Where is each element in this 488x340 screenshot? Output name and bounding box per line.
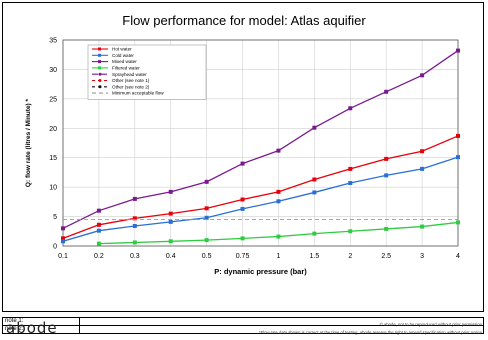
data-point (456, 155, 460, 160)
x-axis-label: P: dynamic pressure (bar) (214, 267, 307, 276)
data-point (456, 220, 460, 225)
data-point (456, 133, 460, 138)
data-point (168, 239, 173, 244)
data-point (384, 226, 389, 231)
data-point (276, 234, 281, 239)
data-point (240, 236, 245, 241)
x-tick-label: 3 (420, 253, 424, 260)
data-point (348, 166, 353, 171)
data-point (96, 208, 101, 213)
x-tick-label: 0.2 (94, 253, 104, 260)
data-point (276, 148, 281, 153)
data-point (61, 239, 65, 244)
data-point (61, 236, 65, 241)
legend-label: Mixed water (112, 59, 137, 64)
data-point (168, 211, 173, 216)
legend-marker (98, 60, 101, 64)
data-point (384, 173, 389, 178)
x-tick-label: 2 (348, 253, 352, 260)
data-point (348, 229, 353, 234)
legend-label: Minimum acceptable flow (112, 91, 164, 96)
data-point (312, 231, 317, 236)
y-axis-label: Q: flow rate (litres / Minute) * (25, 98, 32, 187)
data-point (312, 177, 317, 182)
y-tick-label: 20 (49, 126, 57, 133)
abode-logo: abode (6, 319, 58, 337)
data-point (168, 189, 173, 194)
legend-label: Sprayhead water (112, 72, 147, 77)
x-tick-label: 4 (456, 253, 460, 260)
x-tick-label: 1.5 (309, 253, 319, 260)
copyright-text: © abode, not to be reproduced without pr… (379, 322, 482, 327)
data-point (348, 181, 353, 186)
note-row: note 2: (2, 325, 484, 334)
data-point (240, 161, 245, 166)
legend-marker (98, 72, 102, 76)
data-point (312, 125, 317, 130)
data-point (348, 106, 353, 111)
chart-frame: Flow performance for model: Atlas aquifi… (2, 2, 484, 312)
x-tick-label: 0.1 (58, 253, 68, 260)
data-point (276, 189, 281, 194)
data-point (204, 206, 209, 211)
data-point (61, 226, 65, 231)
legend-marker (98, 79, 102, 82)
x-tick-label: 1 (277, 253, 281, 260)
data-point (204, 179, 209, 184)
legend-marker (98, 47, 101, 51)
data-point (204, 215, 209, 220)
note-value (79, 325, 484, 334)
data-point (96, 241, 101, 246)
data-point (384, 156, 389, 161)
y-tick-label: 35 (49, 38, 57, 45)
legend-label: Filtered water (112, 66, 140, 71)
legend-label: Cold water (112, 53, 134, 58)
flow-chart: Flow performance for model: Atlas aquifi… (25, 13, 460, 276)
data-point (132, 223, 137, 228)
data-point (276, 199, 281, 204)
x-tick-label: 2.5 (381, 253, 391, 260)
y-tick-label: 30 (49, 67, 57, 74)
data-point (132, 196, 137, 201)
data-point (384, 89, 389, 94)
x-tick-label: 0.3 (130, 253, 140, 260)
y-tick-label: 10 (49, 185, 57, 192)
series-line (62, 50, 459, 229)
y-tick-label: 25 (49, 96, 57, 103)
data-point (132, 216, 137, 221)
y-tick-label: 5 (53, 214, 57, 221)
x-tick-label: 0.4 (166, 253, 176, 260)
data-point (204, 238, 209, 243)
notes-table: note 1: note 2: (2, 317, 484, 334)
x-tick-label: 0.75 (236, 253, 250, 260)
data-point (96, 222, 101, 227)
series-line (62, 156, 459, 242)
data-point (456, 48, 460, 53)
disclaimer-text: *Flow rate data shown is correct at the … (259, 330, 482, 335)
legend-marker (98, 53, 101, 57)
legend-label: Other (see note 1) (112, 78, 150, 83)
data-point (96, 228, 101, 233)
plot-area (62, 39, 459, 247)
data-point (240, 197, 245, 202)
legend-marker (98, 66, 101, 70)
data-point (240, 206, 245, 211)
legend-label: Hot water (112, 47, 132, 52)
legend-marker (98, 85, 102, 89)
data-point (420, 224, 425, 229)
legend-box (87, 44, 207, 100)
data-point (132, 240, 137, 245)
y-tick-label: 15 (49, 155, 57, 162)
data-point (168, 219, 173, 224)
data-point (420, 166, 425, 171)
chart-title: Flow performance for model: Atlas aquifi… (122, 13, 366, 28)
y-tick-label: 0 (53, 244, 57, 251)
data-point (312, 190, 317, 195)
x-tick-label: 0.5 (202, 253, 212, 260)
data-point (420, 149, 425, 154)
data-point (420, 73, 425, 78)
legend-label: Other (see note 2) (112, 84, 150, 89)
